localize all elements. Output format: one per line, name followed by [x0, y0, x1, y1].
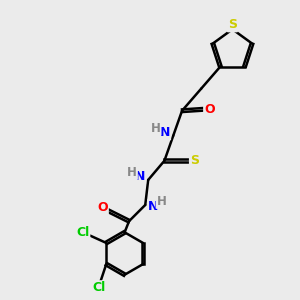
Text: N: N	[135, 170, 145, 184]
Text: S: S	[190, 154, 199, 167]
Text: O: O	[97, 201, 108, 214]
Text: H: H	[157, 195, 166, 208]
Text: Cl: Cl	[76, 226, 89, 239]
Text: S: S	[228, 18, 237, 32]
Text: O: O	[204, 103, 215, 116]
Text: H: H	[127, 166, 137, 179]
Text: N: N	[148, 200, 159, 213]
Text: Cl: Cl	[92, 281, 106, 294]
Text: N: N	[160, 126, 170, 139]
Text: H: H	[151, 122, 160, 135]
